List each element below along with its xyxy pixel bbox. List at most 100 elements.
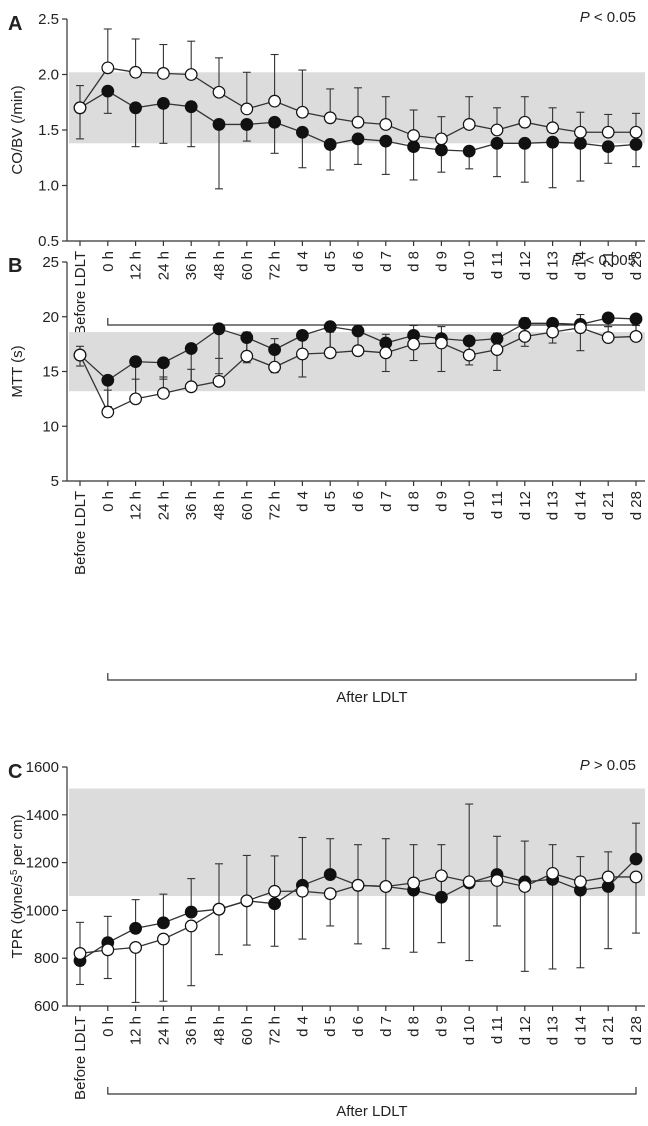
p-value: P < 0.05 xyxy=(580,9,636,26)
data-point-open xyxy=(351,344,365,358)
x-tick-label: 72 h xyxy=(267,1016,284,1045)
data-point-filled xyxy=(296,328,309,342)
x-tick-label: 36 h xyxy=(183,251,200,280)
x-tick-label: d 4 xyxy=(294,491,311,512)
data-point-open xyxy=(601,331,615,344)
data-point-filled xyxy=(462,144,476,158)
data-point-open xyxy=(407,876,421,890)
data-point-filled xyxy=(156,96,170,110)
after-bracket xyxy=(107,673,637,681)
data-point-open xyxy=(379,880,393,893)
group-label: After LDLT xyxy=(336,1103,407,1120)
data-point-open xyxy=(129,941,143,954)
data-point-open xyxy=(240,349,254,363)
x-tick-label: d 21 xyxy=(600,251,617,280)
data-point-open xyxy=(296,347,309,361)
x-tick-label: d 4 xyxy=(294,1016,311,1037)
data-point-filled xyxy=(129,101,143,115)
group-label: After LDLT xyxy=(336,689,407,706)
data-point-filled xyxy=(462,334,476,348)
data-point-filled xyxy=(323,320,337,334)
x-tick-label: d 11 xyxy=(489,1016,506,1044)
data-point-filled xyxy=(240,118,254,131)
data-point-open xyxy=(129,65,143,79)
data-point-filled xyxy=(184,342,198,355)
x-tick-label: d 11 xyxy=(489,491,506,519)
x-tick-label: d 11 xyxy=(489,251,506,279)
x-tick-label: Before LDLT xyxy=(72,491,89,575)
x-tick-label: 60 h xyxy=(239,1016,256,1045)
x-tick-label: 36 h xyxy=(183,1016,200,1045)
data-point-open xyxy=(435,336,448,350)
data-point-filled xyxy=(184,100,198,114)
x-tick-label: 36 h xyxy=(183,491,200,520)
x-tick-label: d 8 xyxy=(406,251,423,272)
x-tick-label: d 7 xyxy=(378,251,395,272)
data-point-open xyxy=(462,348,476,362)
x-tick-label: d 14 xyxy=(572,1016,589,1045)
data-point-filled xyxy=(323,868,337,881)
data-point-open xyxy=(629,870,643,884)
data-point-filled xyxy=(129,921,143,935)
x-tick-label: d 13 xyxy=(545,1016,562,1045)
x-tick-label: d 4 xyxy=(294,251,311,272)
p-symbol: P xyxy=(571,252,581,269)
data-point-open xyxy=(546,325,559,339)
y-tick-label: 600 xyxy=(34,998,59,1015)
data-point-open xyxy=(240,894,254,908)
x-tick-label: 48 h xyxy=(211,1016,228,1045)
x-tick-label: d 6 xyxy=(350,491,367,512)
data-point-open xyxy=(490,874,504,887)
data-point-open xyxy=(546,866,559,880)
y-axis-label: TPR (dyne/s5 per cm) xyxy=(9,815,27,959)
data-point-open xyxy=(351,115,365,129)
x-tick-label: 72 h xyxy=(267,491,284,520)
x-tick-label: d 28 xyxy=(628,251,645,280)
data-point-filled xyxy=(518,136,532,150)
x-tick-label: Before LDLT xyxy=(72,1016,89,1100)
data-point-open xyxy=(435,869,448,883)
x-tick-label: d 5 xyxy=(322,491,339,512)
y-tick-label: 10 xyxy=(42,418,59,435)
x-tick-label: 12 h xyxy=(128,491,145,520)
data-point-open xyxy=(323,346,337,360)
data-point-filled xyxy=(101,373,115,387)
data-point-open xyxy=(601,870,615,884)
data-point-filled xyxy=(240,331,254,344)
x-tick-label: 24 h xyxy=(155,251,172,280)
y-tick-label: 2.0 xyxy=(38,67,59,84)
x-tick-label: 24 h xyxy=(155,491,172,520)
x-tick-label: d 28 xyxy=(628,491,645,520)
data-point-open xyxy=(323,887,337,901)
data-point-open xyxy=(156,932,170,946)
data-point-filled xyxy=(351,132,365,146)
x-tick-label: d 21 xyxy=(600,491,617,520)
data-point-filled xyxy=(518,316,532,330)
x-tick-label: 0 h xyxy=(100,251,117,272)
x-tick-label: d 8 xyxy=(406,491,423,512)
data-point-open xyxy=(240,102,254,116)
x-tick-label: d 8 xyxy=(406,1016,423,1037)
data-point-open xyxy=(574,125,587,139)
x-tick-label: d 10 xyxy=(461,491,478,520)
data-point-filled xyxy=(323,138,337,151)
data-point-filled xyxy=(268,343,282,357)
x-tick-label: 60 h xyxy=(239,491,256,520)
data-point-filled xyxy=(490,136,504,150)
data-point-filled xyxy=(574,136,587,150)
x-tick-label: 12 h xyxy=(128,1016,145,1045)
data-point-open xyxy=(379,118,393,131)
panel-a: 0.5 1.0 1.5 2.0 2.5 Before LDLT 0 h 12 h 24 h 36 … xyxy=(8,9,645,350)
data-point-open xyxy=(574,321,587,335)
data-point-filled xyxy=(212,118,226,131)
y-axis-label: CO/BV (/min) xyxy=(9,85,26,174)
data-point-filled xyxy=(629,138,643,151)
data-point-open xyxy=(212,85,226,99)
data-point-filled xyxy=(156,356,170,370)
x-tick-label: 48 h xyxy=(211,251,228,280)
x-tick-label: d 5 xyxy=(322,1016,339,1037)
data-point-open xyxy=(407,129,421,142)
data-point-filled xyxy=(629,852,643,866)
p-text: < 0.05 xyxy=(590,9,636,26)
